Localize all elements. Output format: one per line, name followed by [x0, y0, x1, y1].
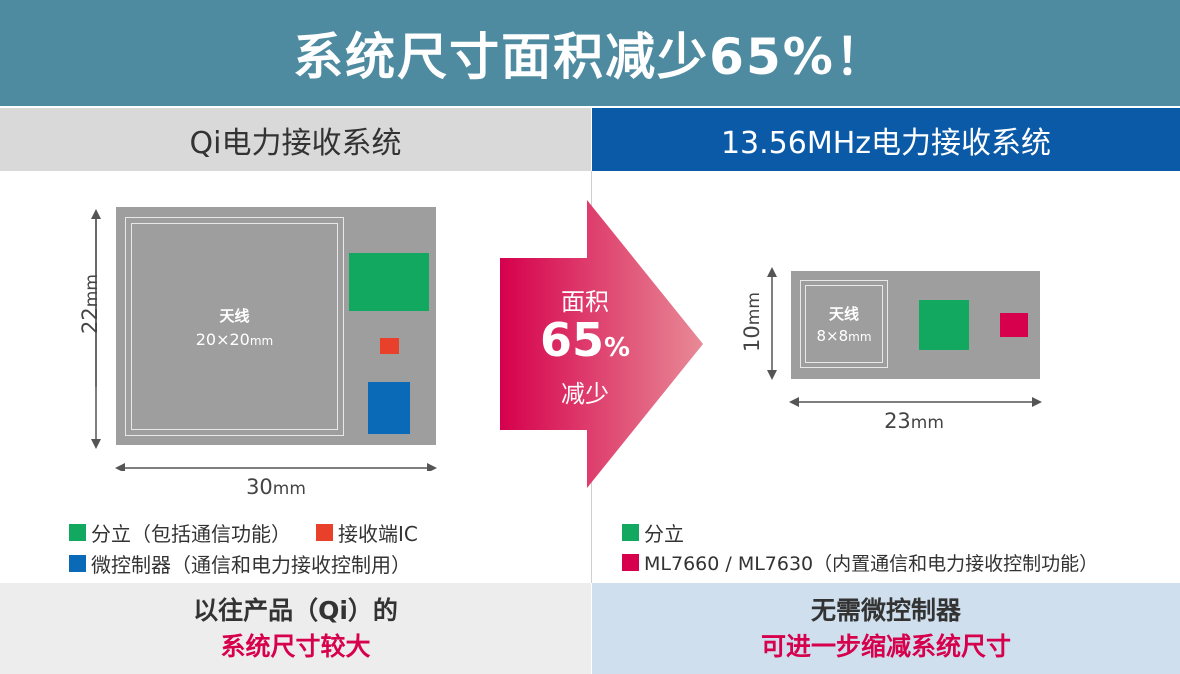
- header-qi-label: Qi电力接收系统: [189, 125, 402, 161]
- 13mhz-antenna-label: 天线: [828, 305, 859, 323]
- qi-receiver-ic: [380, 338, 399, 354]
- arrow-line3: 减少: [561, 379, 609, 408]
- reduction-arrow: [500, 200, 703, 488]
- pink-swatch-icon: [622, 554, 639, 571]
- 13mhz-height-label: 10mm: [740, 292, 764, 352]
- 13mhz-footer: 无需微控制器 可进一步缩减系统尺寸: [592, 583, 1180, 674]
- 13mhz-legend-discrete: 分立: [622, 518, 684, 547]
- qi-legend-discrete: 分立（包括通信功能）: [69, 518, 291, 547]
- 13mhz-footer-line1: 无需微控制器: [810, 595, 961, 625]
- 13mhz-antenna-outer: [800, 280, 888, 368]
- 13mhz-discrete-component: [919, 300, 969, 350]
- qi-microcontroller: [368, 382, 410, 434]
- green-swatch-icon: [69, 524, 86, 541]
- qi-legend-receiver-ic: 接收端IC: [316, 518, 418, 547]
- 13mhz-antenna: 天线 8×8mm: [805, 285, 883, 363]
- qi-system-board: 天线 20×20mm: [116, 207, 436, 445]
- dimension-arrows: [91, 209, 777, 471]
- 13mhz-footer-line2: 可进一步缩减系统尺寸: [760, 631, 1011, 661]
- ml7660-chip: [1000, 313, 1028, 337]
- banner: 系统尺寸面积减少65%！: [0, 0, 1180, 106]
- qi-footer-line2: 系统尺寸较大: [220, 631, 371, 661]
- blue-swatch-icon: [69, 555, 86, 572]
- 13mhz-legend-ml7660: ML7660 / ML7630（内置通信和电力接收控制功能）: [622, 549, 1098, 576]
- qi-width-label: 30mm: [246, 475, 306, 499]
- qi-footer-line1: 以往产品（Qi）的: [193, 595, 398, 625]
- arrow-value: 65%: [539, 312, 631, 367]
- header-13mhz-label: 13.56MHz电力接收系统: [720, 125, 1052, 161]
- header-13mhz-system: 13.56MHz电力接收系统: [592, 108, 1180, 171]
- qi-discrete-component: [349, 253, 429, 311]
- arrow-line1: 面积: [561, 287, 609, 316]
- banner-title: 系统尺寸面积减少65%！: [293, 28, 887, 86]
- right-width-arrows: [789, 397, 1042, 407]
- header-qi-system: Qi电力接收系统: [0, 108, 591, 171]
- qi-antenna: 天线 20×20mm: [131, 223, 338, 430]
- 13mhz-width-label: 23mm: [884, 409, 944, 433]
- 13mhz-antenna-size: 8×8mm: [816, 327, 872, 345]
- qi-legend-microcontroller: 微控制器（通信和电力接收控制用）: [69, 549, 411, 578]
- qi-height-label: 22mm: [78, 274, 102, 334]
- qi-antenna-size: 20×20mm: [195, 329, 274, 349]
- qi-footer: 以往产品（Qi）的 系统尺寸较大: [0, 583, 591, 674]
- green-swatch-icon: [622, 524, 639, 541]
- reduction-arrow-text: 面积 65% 减少: [520, 280, 650, 410]
- 13mhz-system-board: 天线 8×8mm: [791, 271, 1040, 379]
- red-swatch-icon: [316, 524, 333, 541]
- qi-antenna-outer: [125, 217, 344, 436]
- qi-antenna-label: 天线: [219, 306, 250, 325]
